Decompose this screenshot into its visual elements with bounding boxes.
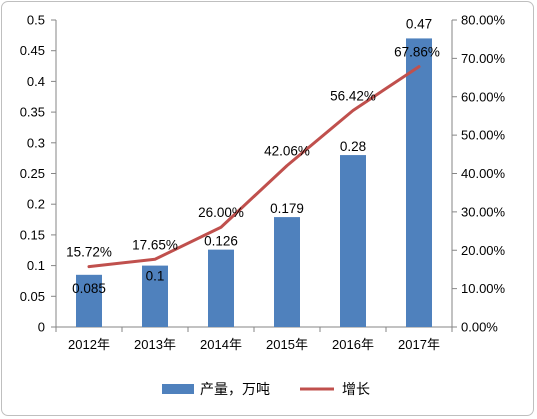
bar-value-label: 0.28 [340, 139, 366, 154]
x-tick-label: 2015年 [266, 337, 308, 352]
x-tick-label: 2012年 [68, 337, 110, 352]
left-tick-label: 0.3 [27, 135, 45, 150]
bar [208, 249, 234, 327]
x-tick-label: 2017年 [398, 337, 440, 352]
line-value-label: 67.86% [394, 45, 440, 60]
line-value-label: 17.65% [132, 237, 178, 252]
right-tick-label: 0.00% [461, 320, 498, 335]
data-labels: 0.085 0.1 0.126 0.179 0.28 0.47 15.72% 17.65% 26… [66, 16, 440, 295]
x-tick-label: 2016年 [332, 337, 374, 352]
left-tick-label: 0.35 [20, 105, 45, 120]
left-tick-label: 0 [38, 320, 45, 335]
bar-value-label: 0.47 [406, 16, 432, 31]
right-tick-label: 10.00% [461, 281, 506, 296]
x-tick-label: 2013年 [134, 337, 176, 352]
growth-line [87, 65, 421, 269]
line-series [87, 65, 421, 269]
legend-label-line: 增长 [342, 381, 370, 397]
axes: 0 0.05 0.1 0.15 0.2 0.25 0.3 0.35 0.4 0.45 0.5 0.00… [20, 13, 506, 353]
bar [406, 38, 432, 328]
line-value-label: 42.06% [264, 144, 310, 159]
left-tick-label: 0.15 [20, 227, 45, 242]
right-tick-label: 60.00% [461, 89, 506, 104]
bar-value-label: 0.126 [204, 234, 238, 249]
line-value-label: 56.42% [330, 88, 376, 103]
left-tick-label: 0.45 [20, 43, 45, 58]
bar-value-label: 0.179 [270, 201, 304, 216]
legend-swatch-bar [162, 384, 194, 394]
bar [340, 155, 366, 327]
right-tick-label: 20.00% [461, 243, 506, 258]
left-tick-label: 0.1 [27, 258, 45, 273]
line-value-label: 26.00% [198, 205, 244, 220]
legend-label-bar: 产量，万吨 [200, 381, 270, 397]
bar-value-label: 0.1 [146, 269, 165, 284]
bar [274, 217, 300, 327]
right-tick-label: 40.00% [461, 166, 506, 181]
bar-value-label: 0.085 [72, 281, 106, 296]
bar [142, 265, 168, 327]
bar-series [76, 38, 432, 328]
right-tick-label: 50.00% [461, 128, 506, 143]
legend: 产量，万吨 增长 [162, 381, 370, 397]
left-tick-label: 0.4 [27, 74, 45, 89]
right-tick-label: 80.00% [461, 13, 506, 28]
right-tick-label: 30.00% [461, 204, 506, 219]
left-tick-label: 0.2 [27, 197, 45, 212]
right-tick-label: 70.00% [461, 51, 506, 66]
bar [76, 274, 102, 327]
line-value-label: 15.72% [66, 245, 112, 260]
left-tick-label: 0.05 [20, 289, 45, 304]
x-tick-label: 2014年 [200, 337, 242, 352]
left-tick-label: 0.5 [27, 13, 45, 28]
left-tick-label: 0.25 [20, 166, 45, 181]
